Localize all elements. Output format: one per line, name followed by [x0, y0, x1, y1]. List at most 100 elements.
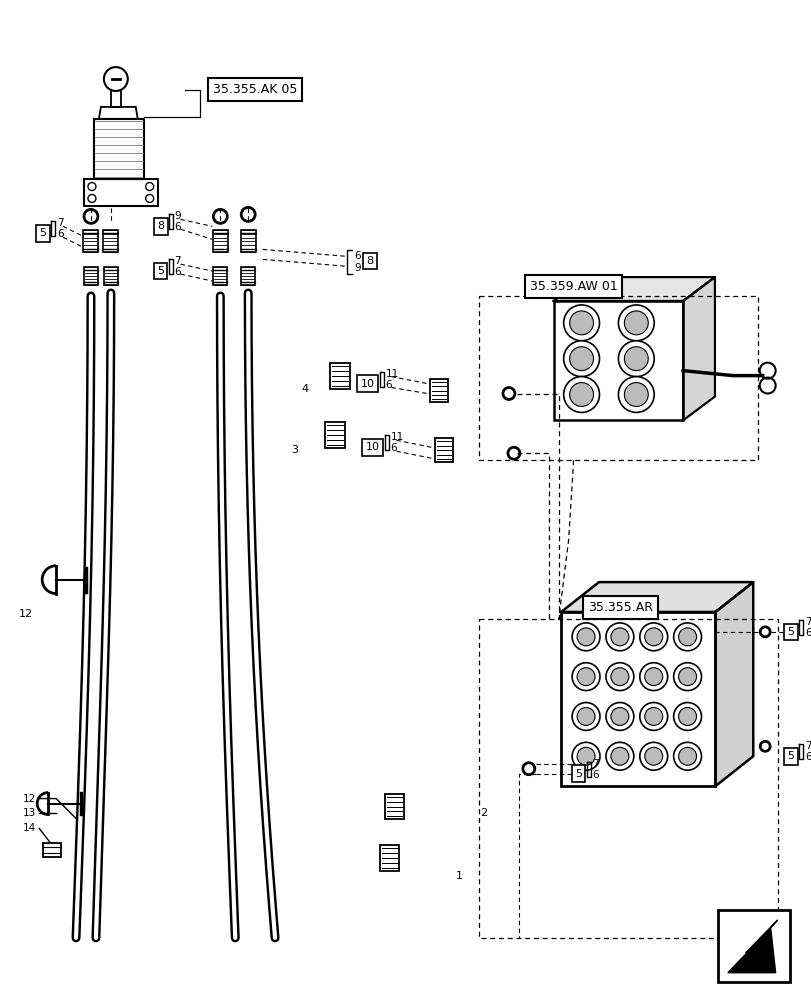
Polygon shape [714, 582, 753, 786]
Text: 5: 5 [157, 266, 164, 276]
Text: 6: 6 [804, 628, 811, 638]
Circle shape [572, 623, 599, 651]
Text: 35.355.AK 05: 35.355.AK 05 [212, 83, 297, 96]
Circle shape [563, 341, 599, 377]
Bar [213, 267, 227, 285]
Bar [241, 267, 255, 285]
Text: 11: 11 [390, 432, 403, 442]
Circle shape [678, 747, 696, 765]
Text: 5: 5 [787, 627, 794, 637]
Circle shape [610, 707, 628, 725]
Circle shape [678, 707, 696, 725]
Text: 1: 1 [455, 871, 462, 881]
Circle shape [610, 668, 628, 686]
Circle shape [618, 377, 654, 412]
Circle shape [577, 668, 594, 686]
Text: 2: 2 [480, 808, 487, 818]
Circle shape [577, 747, 594, 765]
Text: 5: 5 [40, 228, 46, 238]
Circle shape [678, 628, 696, 646]
Bar [212, 230, 228, 252]
Polygon shape [99, 107, 138, 119]
Circle shape [145, 194, 153, 202]
Circle shape [104, 67, 127, 91]
Text: 11: 11 [385, 369, 398, 379]
Bar [84, 230, 98, 252]
Text: 5: 5 [574, 769, 581, 779]
Circle shape [605, 623, 633, 651]
Bar [560, 612, 714, 786]
Text: 7: 7 [804, 741, 811, 751]
Text: 9: 9 [174, 211, 181, 221]
Bar [717, 910, 788, 982]
Text: 10: 10 [360, 379, 374, 389]
Text: 12: 12 [19, 609, 33, 619]
Polygon shape [111, 91, 121, 107]
Polygon shape [84, 179, 157, 206]
Text: 12: 12 [24, 794, 36, 804]
Circle shape [644, 707, 662, 725]
Circle shape [618, 341, 654, 377]
Circle shape [610, 628, 628, 646]
Circle shape [678, 668, 696, 686]
Circle shape [577, 628, 594, 646]
Circle shape [569, 383, 593, 406]
Circle shape [624, 311, 647, 335]
Text: 7: 7 [174, 256, 181, 266]
Text: 8: 8 [157, 221, 164, 231]
Circle shape [644, 668, 662, 686]
Circle shape [639, 663, 667, 691]
Text: 7: 7 [804, 617, 811, 627]
Circle shape [572, 742, 599, 770]
Text: 6: 6 [390, 443, 397, 453]
Bar [553, 301, 682, 420]
Bar [329, 363, 350, 389]
Circle shape [639, 703, 667, 730]
Text: 6: 6 [592, 770, 599, 780]
Circle shape [610, 747, 628, 765]
Text: 14: 14 [24, 823, 36, 833]
Bar [43, 843, 61, 857]
Text: 13: 13 [24, 808, 36, 818]
Bar [384, 794, 404, 819]
Circle shape [673, 623, 701, 651]
Circle shape [88, 183, 96, 190]
Circle shape [605, 742, 633, 770]
Bar [103, 230, 118, 252]
Text: 6: 6 [174, 267, 181, 277]
Circle shape [569, 347, 593, 371]
Text: 35.355.AR: 35.355.AR [587, 601, 652, 614]
Circle shape [572, 703, 599, 730]
Circle shape [145, 183, 153, 190]
Text: 7: 7 [592, 759, 599, 769]
Circle shape [673, 703, 701, 730]
Bar [379, 845, 399, 871]
Text: 6: 6 [174, 222, 181, 232]
Bar [324, 422, 345, 448]
Text: 8: 8 [366, 256, 373, 266]
Circle shape [644, 747, 662, 765]
Circle shape [639, 742, 667, 770]
Circle shape [577, 707, 594, 725]
Circle shape [605, 703, 633, 730]
Bar [240, 230, 255, 252]
Circle shape [644, 628, 662, 646]
Circle shape [572, 663, 599, 691]
Text: 5: 5 [787, 751, 794, 761]
Polygon shape [560, 582, 753, 612]
Text: 4: 4 [301, 384, 308, 394]
Circle shape [624, 347, 647, 371]
Circle shape [673, 663, 701, 691]
Text: 3: 3 [291, 445, 298, 455]
Circle shape [673, 742, 701, 770]
Text: 7: 7 [57, 218, 64, 228]
Circle shape [618, 305, 654, 341]
Text: 9: 9 [354, 263, 361, 273]
Circle shape [563, 305, 599, 341]
Polygon shape [727, 920, 777, 973]
Circle shape [88, 194, 96, 202]
Bar [435, 438, 453, 462]
Circle shape [624, 383, 647, 406]
Bar [84, 267, 98, 285]
Polygon shape [94, 119, 144, 179]
